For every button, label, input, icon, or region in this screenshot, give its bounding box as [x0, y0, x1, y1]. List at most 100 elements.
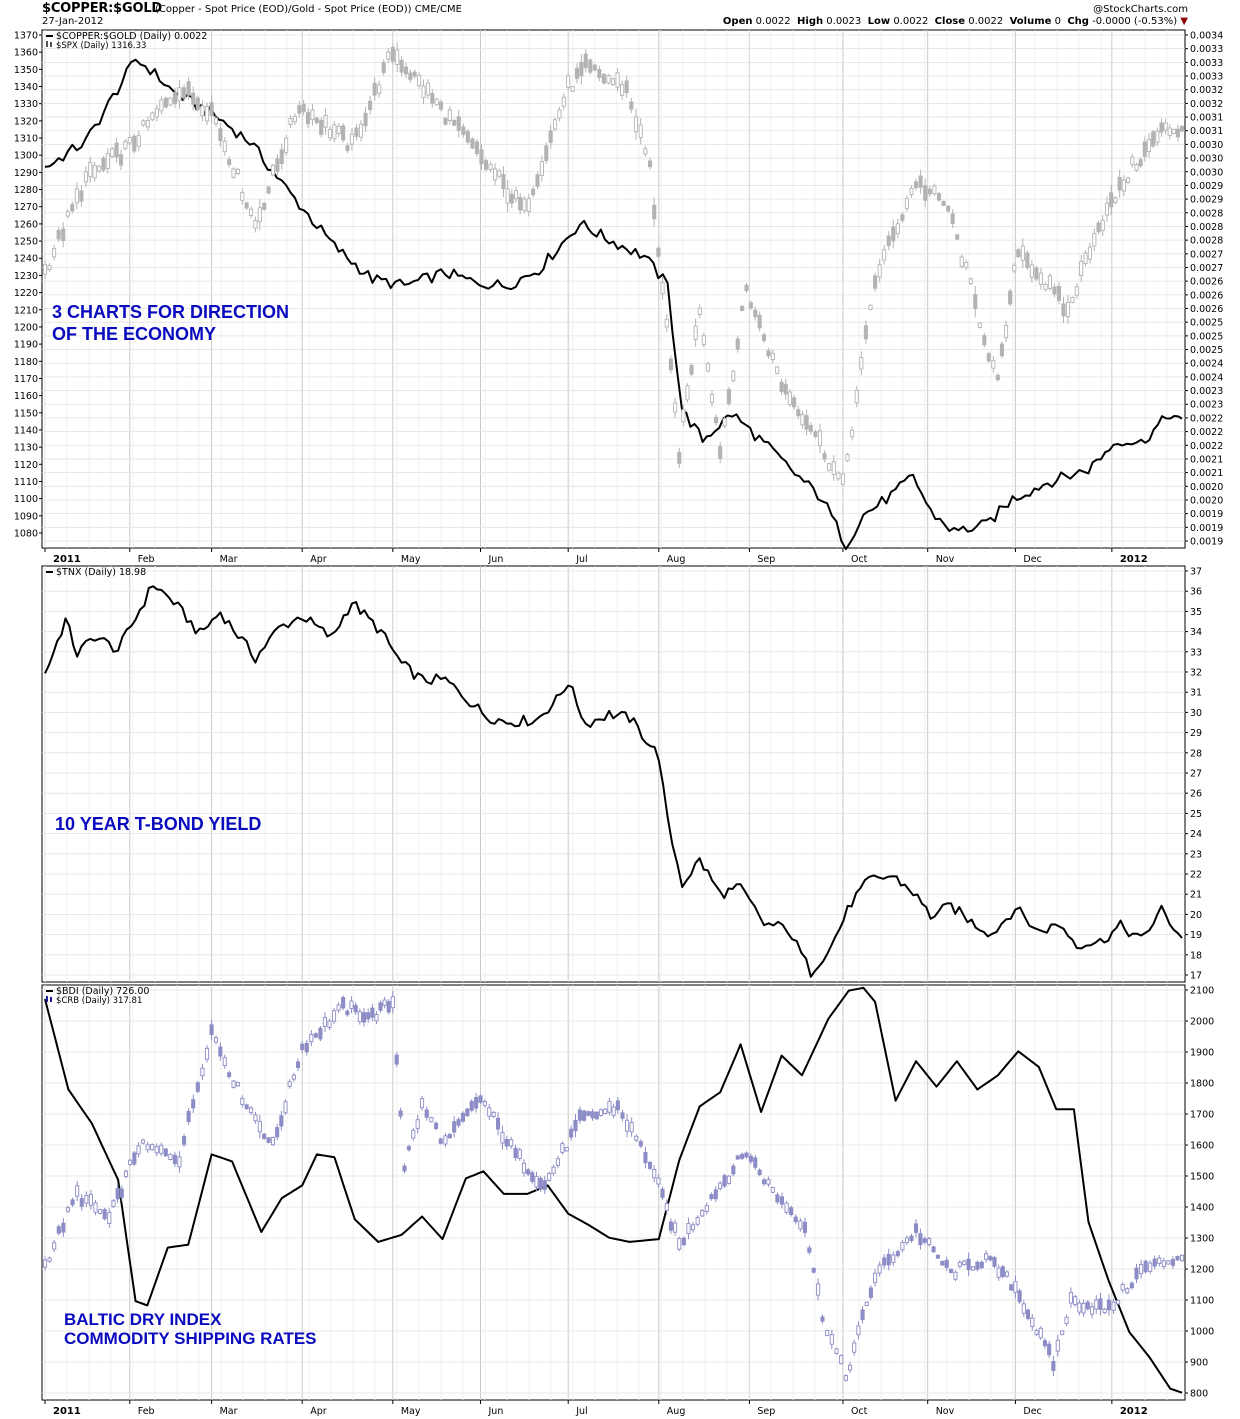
candle-body — [186, 81, 191, 96]
candle-body — [923, 185, 928, 201]
candle-body — [940, 1260, 945, 1266]
candle-body — [434, 98, 439, 106]
left-axis-label: 1350 — [14, 65, 38, 76]
candle-body — [986, 353, 991, 362]
x-axis-label-may: May — [401, 554, 421, 565]
candle-body — [992, 1257, 997, 1267]
left-axis-label: 1250 — [14, 237, 38, 248]
left-axis-label: 1120 — [14, 460, 38, 471]
candle-body — [474, 141, 479, 155]
right-axis-label: 1100 — [1190, 1296, 1214, 1307]
panel-frame — [41, 29, 1186, 549]
candle-body — [827, 463, 832, 471]
candle-body — [973, 294, 978, 309]
candle-body — [1051, 1360, 1056, 1371]
candle-body — [111, 1200, 116, 1208]
candle-body — [950, 213, 955, 224]
left-axis-label: 1180 — [14, 357, 38, 368]
candle-body — [598, 1109, 604, 1116]
candle-body — [200, 1067, 205, 1077]
ohlc-readout: Open 0.0022 High 0.0023 Low 0.0022 Close… — [723, 16, 1188, 27]
candle-body — [136, 1145, 141, 1155]
right-axis-label: 0.0026 — [1190, 290, 1223, 301]
candle-body — [1029, 264, 1034, 278]
candle-body — [775, 1194, 780, 1203]
candle-body — [222, 1057, 227, 1067]
candle-body — [136, 135, 141, 147]
candle-body — [854, 389, 859, 404]
right-axis-label: 30 — [1190, 708, 1202, 719]
candle-body — [560, 1143, 565, 1153]
candle-body — [615, 1100, 620, 1111]
legend-entry: $COPPER:$GOLD (Daily) 0.0022 — [56, 31, 207, 42]
x-axis-label-jul: Jul — [575, 554, 587, 565]
candle-body — [652, 1168, 657, 1179]
candle-body — [304, 1042, 309, 1053]
right-axis-label: 0.0024 — [1190, 372, 1223, 383]
right-axis-label: 1500 — [1190, 1172, 1214, 1183]
candle-body — [1157, 1257, 1162, 1264]
candle-body — [154, 108, 159, 118]
candle-body — [979, 1261, 984, 1269]
candle-body — [839, 1355, 844, 1364]
candle-body — [704, 1204, 709, 1212]
candle-body — [1089, 1306, 1095, 1315]
candle-body — [505, 188, 510, 204]
candle-body — [56, 1226, 61, 1234]
right-axis-label: 29 — [1190, 728, 1202, 739]
candle-body — [843, 1375, 848, 1381]
candle-body — [744, 1152, 749, 1158]
candle-body — [300, 1043, 305, 1050]
right-axis-label: 19 — [1190, 930, 1202, 941]
left-axis-label: 1370 — [14, 31, 38, 42]
volume-value: 0 — [1054, 16, 1061, 27]
candle-body — [834, 1348, 839, 1354]
chg-label: Chg — [1067, 16, 1089, 27]
candle-body — [266, 186, 271, 194]
legend-entry: $CRB (Daily) 317.81 — [56, 996, 142, 1006]
candle-body — [685, 385, 690, 401]
candle-body — [172, 1154, 177, 1165]
right-axis-label: 0.0019 — [1190, 537, 1223, 548]
right-axis-label: 1000 — [1190, 1327, 1214, 1338]
candle-body — [249, 1107, 254, 1114]
candle-body — [495, 1117, 501, 1130]
candle-body — [275, 1127, 280, 1138]
candle-body — [877, 264, 882, 278]
candle-body — [1081, 1302, 1086, 1314]
candle-body — [586, 1111, 591, 1116]
candle-body — [1138, 159, 1143, 167]
x-axis-label-feb: Feb — [138, 554, 155, 565]
candle-body — [517, 1149, 522, 1159]
candle-body — [817, 430, 823, 447]
candle-body — [1120, 1284, 1125, 1291]
candle-body — [262, 202, 267, 210]
candle-body — [882, 1257, 887, 1266]
candle-body — [779, 381, 784, 393]
candle-body — [145, 1144, 150, 1151]
candle-body — [336, 125, 341, 134]
candle-body — [253, 220, 258, 229]
candle-body — [386, 51, 391, 60]
candle-body — [408, 72, 413, 80]
candle-body — [845, 454, 850, 462]
candle-body — [168, 97, 173, 106]
candle-body — [643, 1152, 648, 1164]
candle-body — [864, 1301, 869, 1306]
candle-body — [279, 1115, 284, 1127]
candle-body — [101, 157, 106, 171]
right-axis-label: 0.0028 — [1190, 222, 1223, 233]
candle-body — [349, 133, 354, 145]
candle-body — [394, 1054, 399, 1065]
candle-body — [1034, 1330, 1039, 1335]
left-axis-label: 1310 — [14, 134, 38, 145]
candle-body — [944, 1259, 949, 1268]
candle-body — [493, 168, 498, 181]
x-axis-label-aug: Aug — [667, 554, 686, 565]
candle-body — [701, 335, 706, 346]
candle-body — [469, 1100, 474, 1111]
candle-body — [592, 64, 597, 71]
right-axis-label: 1900 — [1190, 1048, 1214, 1059]
right-axis-label: 0.0029 — [1190, 195, 1223, 206]
candle-body — [1092, 232, 1097, 247]
